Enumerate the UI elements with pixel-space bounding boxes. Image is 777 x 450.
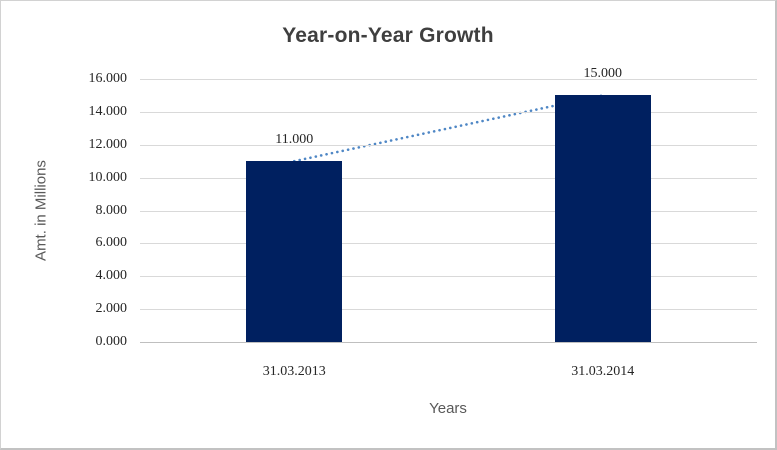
- y-tick-label: 6.000: [95, 235, 128, 251]
- gridline: [140, 309, 757, 311]
- y-tick-label: 16.000: [88, 71, 128, 86]
- x-axis-line: [140, 342, 757, 343]
- y-tick-label: 8.000: [95, 202, 128, 218]
- x-category-label: 31.03.2013: [262, 364, 326, 379]
- bar-31.03.2013: [246, 161, 343, 342]
- gridline: [140, 144, 757, 146]
- gridline: [140, 276, 757, 278]
- chart-title: Year-on-Year Growth: [282, 24, 494, 47]
- y-tick-label: 12.000: [88, 136, 128, 152]
- gridline: [140, 243, 757, 245]
- y-tick-label: 4.000: [95, 268, 128, 284]
- gridline: [140, 111, 757, 113]
- y-tick-label: 10.000: [88, 169, 128, 185]
- y-tick-label: 14.000: [88, 103, 128, 119]
- x-category-label: 31.03.2014: [571, 364, 635, 379]
- gridline: [140, 210, 757, 212]
- y-tick-label: 0.000: [95, 334, 128, 349]
- bar-31.03.2014: [554, 95, 651, 342]
- bar-value-label: 11.000: [275, 132, 314, 148]
- bar-value-label: 15.000: [583, 66, 623, 82]
- gridline: [140, 79, 757, 80]
- x-axis-title: Years: [429, 400, 467, 417]
- gridline: [140, 177, 757, 179]
- y-tick-label: 2.000: [95, 301, 128, 317]
